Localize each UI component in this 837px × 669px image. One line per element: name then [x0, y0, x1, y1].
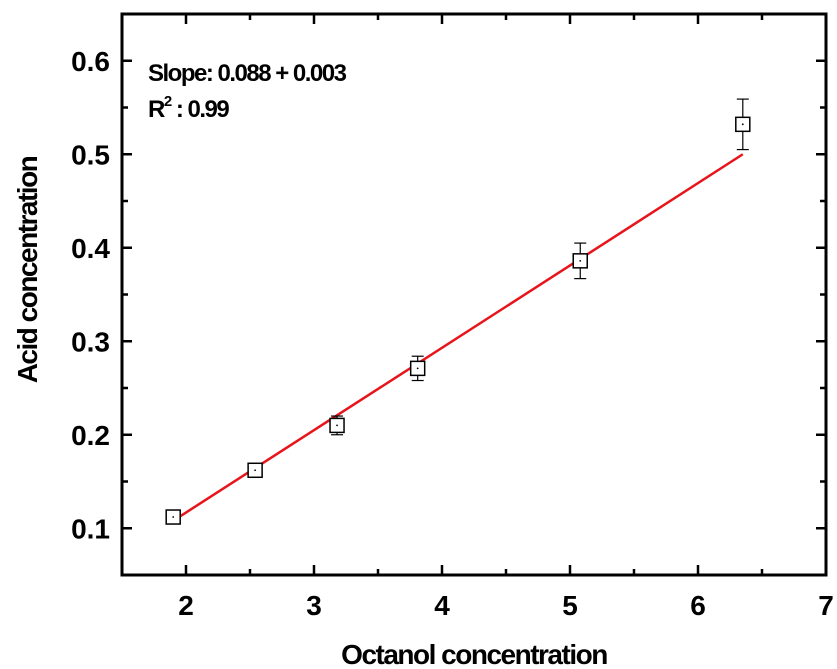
- r2-annotation: R2 : 0.99: [148, 93, 229, 123]
- data-point: [247, 462, 263, 479]
- data-point: [165, 509, 181, 525]
- y-tick-label: 0.3: [71, 326, 110, 357]
- point-center: [416, 367, 419, 370]
- point-center: [254, 469, 257, 472]
- point-center: [741, 123, 744, 126]
- x-tick-label: 2: [178, 590, 194, 621]
- y-tick-label: 0.5: [71, 139, 110, 170]
- data-point: [409, 355, 426, 382]
- data-point: [572, 242, 588, 280]
- point-center: [336, 424, 338, 427]
- plot-frame: [120, 12, 828, 577]
- r2-value: : 0.99: [171, 96, 230, 123]
- y-axis-title: Acid concentration: [12, 156, 43, 383]
- y-tick-label: 0.2: [71, 420, 110, 451]
- slope-annotation: Slope: 0.088 + 0.003: [148, 60, 347, 87]
- x-tick-label: 5: [562, 590, 578, 621]
- x-axis-title: Octanol concentration: [341, 639, 607, 669]
- y-tick-label: 0.1: [71, 513, 110, 544]
- data-point: [329, 415, 345, 436]
- r2-superscript: 2: [164, 93, 172, 110]
- y-tick-label: 0.6: [71, 46, 110, 77]
- x-tick-label: 6: [690, 590, 706, 621]
- fit-line: [172, 153, 744, 522]
- x-tick-label: 4: [434, 590, 450, 621]
- x-tick-label: 7: [818, 590, 834, 621]
- data-point: [735, 98, 751, 151]
- point-center: [172, 516, 175, 518]
- point-center: [579, 259, 582, 262]
- fit-layer: [172, 153, 744, 522]
- y-tick-label: 0.4: [71, 233, 110, 264]
- r2-prefix: R: [148, 96, 165, 123]
- x-tick-label: 3: [306, 590, 322, 621]
- points-layer: [165, 98, 751, 525]
